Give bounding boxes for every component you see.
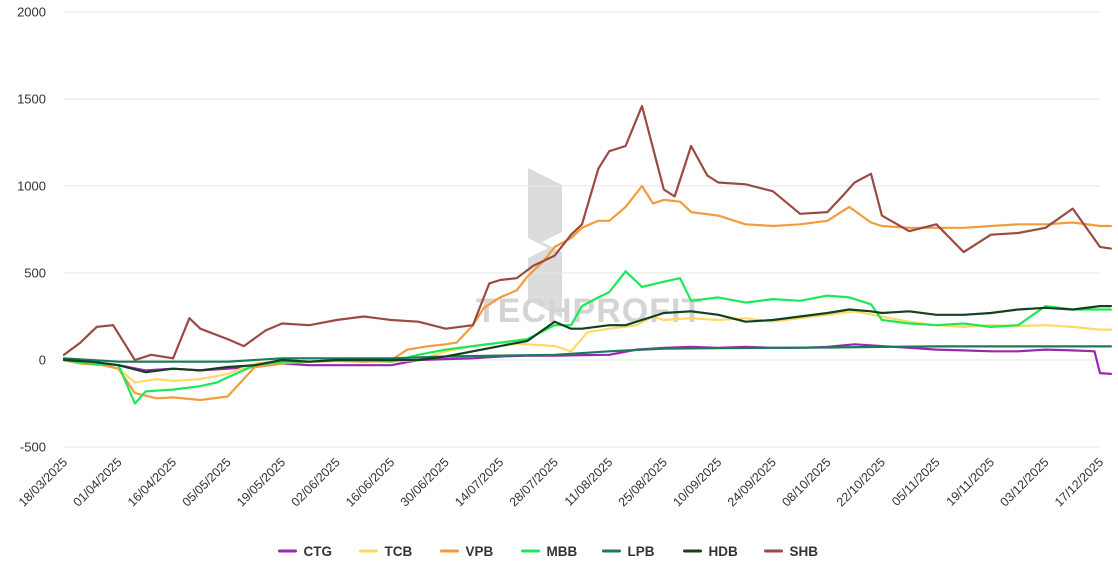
legend-label: CTG (304, 544, 333, 559)
grid (64, 11, 1100, 448)
y-tick-label: 2000 (17, 5, 46, 20)
x-tick-label: 16/04/2025 (125, 455, 179, 509)
x-tick-label: 02/06/2025 (289, 455, 343, 509)
x-tick-label: 19/11/2025 (944, 455, 998, 509)
legend-label: HDB (709, 544, 738, 559)
legend-label: VPB (466, 544, 494, 559)
x-tick-label: 10/09/2025 (670, 455, 724, 509)
y-tick-label: 1000 (17, 179, 46, 194)
x-tick-label: 11/08/2025 (562, 455, 616, 509)
series-line-shb[interactable] (62, 104, 1112, 362)
y-axis: -500 0 500 1000 1500 2000 (17, 5, 46, 455)
x-axis: 18/03/2025 01/04/2025 16/04/2025 05/05/2025… (16, 455, 1106, 509)
legend-label: LPB (628, 544, 655, 559)
watermark-logo-icon (528, 168, 562, 318)
legend-item-shb[interactable]: SHB (764, 544, 819, 559)
x-tick-label: 18/03/2025 (16, 455, 70, 509)
x-tick-label: 30/06/2025 (398, 455, 452, 509)
legend[interactable]: CTG TCB VPB MBB LPB HDB SHB (278, 544, 819, 559)
series-lines (62, 104, 1112, 405)
series-line-mbb[interactable] (62, 270, 1112, 405)
y-tick-label: 0 (39, 353, 46, 368)
x-tick-label: 17/12/2025 (1052, 455, 1106, 509)
legend-item-hdb[interactable]: HDB (683, 544, 738, 559)
legend-item-tcb[interactable]: TCB (359, 544, 413, 559)
y-tick-label: -500 (20, 440, 46, 455)
x-tick-label: 19/05/2025 (234, 455, 288, 509)
x-tick-label: 05/05/2025 (180, 455, 234, 509)
legend-item-mbb[interactable]: MBB (521, 544, 578, 559)
watermark-text: TECHPROFIT (476, 292, 703, 330)
series-line-hdb[interactable] (62, 305, 1112, 374)
legend-item-lpb[interactable]: LPB (602, 544, 655, 559)
x-tick-label: 16/06/2025 (343, 455, 397, 509)
legend-item-ctg[interactable]: CTG (278, 544, 333, 559)
y-tick-label: 1500 (17, 92, 46, 107)
legend-label: MBB (547, 544, 578, 559)
x-tick-label: 24/09/2025 (725, 455, 779, 509)
legend-item-vpb[interactable]: VPB (440, 544, 494, 559)
x-tick-label: 25/08/2025 (616, 455, 670, 509)
x-tick-label: 14/07/2025 (452, 455, 506, 509)
x-tick-label: 03/12/2025 (997, 455, 1051, 509)
x-tick-label: 22/10/2025 (834, 455, 888, 509)
series-line-lpb[interactable] (62, 345, 1112, 363)
legend-label: SHB (790, 544, 819, 559)
watermark: TECHPROFIT (476, 168, 703, 330)
x-tick-label: 05/11/2025 (889, 455, 943, 509)
series-line-ctg[interactable] (62, 343, 1112, 375)
y-tick-label: 500 (24, 266, 46, 281)
x-tick-label: 08/10/2025 (779, 455, 833, 509)
legend-label: TCB (385, 544, 413, 559)
x-tick-label: 28/07/2025 (507, 455, 561, 509)
x-tick-label: 01/04/2025 (71, 455, 125, 509)
series-line-vpb[interactable] (62, 184, 1112, 402)
